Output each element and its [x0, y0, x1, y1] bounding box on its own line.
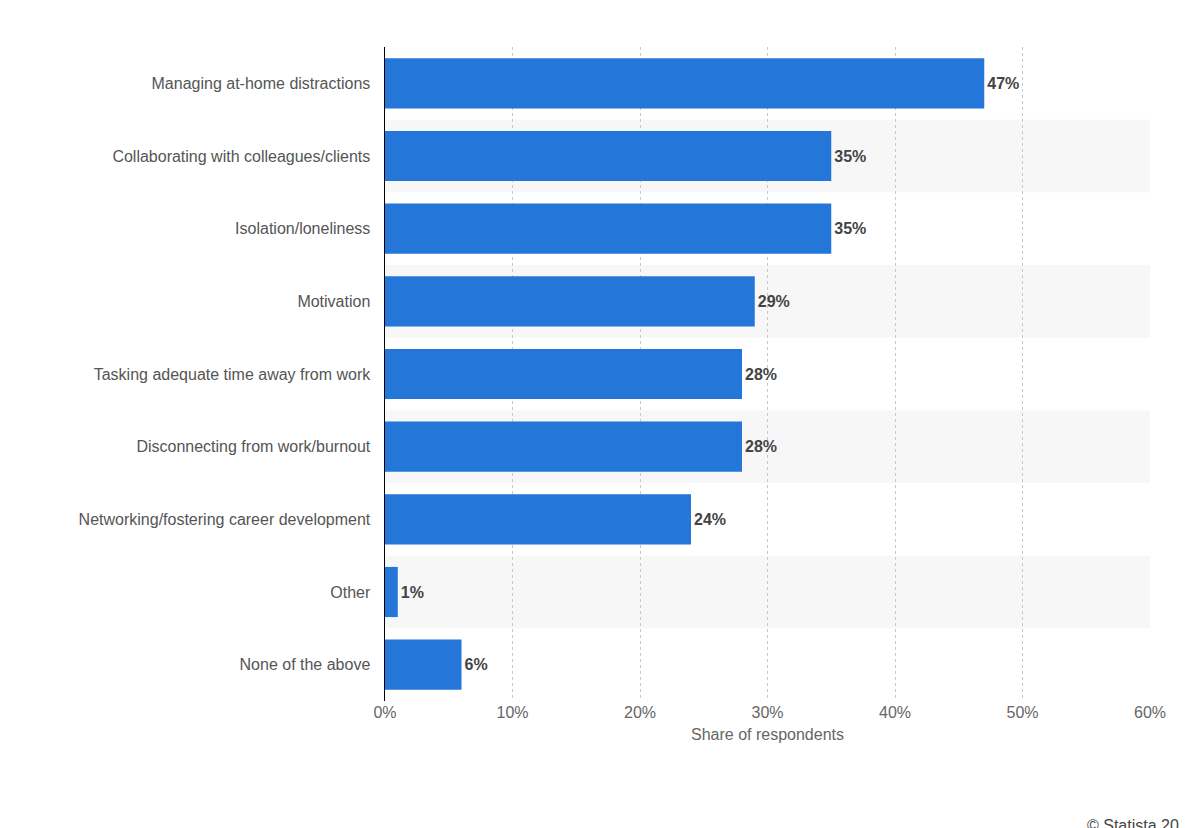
svg-text:1%: 1%	[401, 584, 424, 601]
svg-text:24%: 24%	[694, 511, 726, 528]
svg-text:6%: 6%	[465, 656, 488, 673]
svg-text:30%: 30%	[751, 704, 783, 721]
svg-text:28%: 28%	[745, 438, 777, 455]
svg-text:Share of respondents: Share of respondents	[691, 726, 844, 743]
svg-text:35%: 35%	[834, 148, 866, 165]
svg-text:Tasking adequate time away fro: Tasking adequate time away from work	[94, 366, 372, 383]
svg-text:© Statista 20: © Statista 20	[1087, 817, 1179, 828]
svg-text:28%: 28%	[745, 366, 777, 383]
svg-text:35%: 35%	[834, 220, 866, 237]
svg-text:Motivation: Motivation	[297, 293, 370, 310]
svg-text:0%: 0%	[373, 704, 396, 721]
svg-text:Networking/fostering career de: Networking/fostering career development	[79, 511, 371, 528]
svg-text:50%: 50%	[1006, 704, 1038, 721]
svg-text:10%: 10%	[496, 704, 528, 721]
svg-text:None of the above: None of the above	[240, 656, 371, 673]
svg-text:40%: 40%	[879, 704, 911, 721]
svg-text:Collaborating with colleagues/: Collaborating with colleagues/clients	[112, 148, 370, 165]
svg-text:20%: 20%	[624, 704, 656, 721]
svg-text:Disconnecting from work/burnou: Disconnecting from work/burnout	[136, 438, 370, 455]
svg-text:47%: 47%	[987, 75, 1019, 92]
svg-text:Isolation/loneliness: Isolation/loneliness	[235, 220, 370, 237]
svg-text:Other: Other	[330, 584, 371, 601]
svg-text:60%: 60%	[1134, 704, 1166, 721]
svg-text:29%: 29%	[758, 293, 790, 310]
svg-text:Managing at-home distractions: Managing at-home distractions	[152, 75, 371, 92]
